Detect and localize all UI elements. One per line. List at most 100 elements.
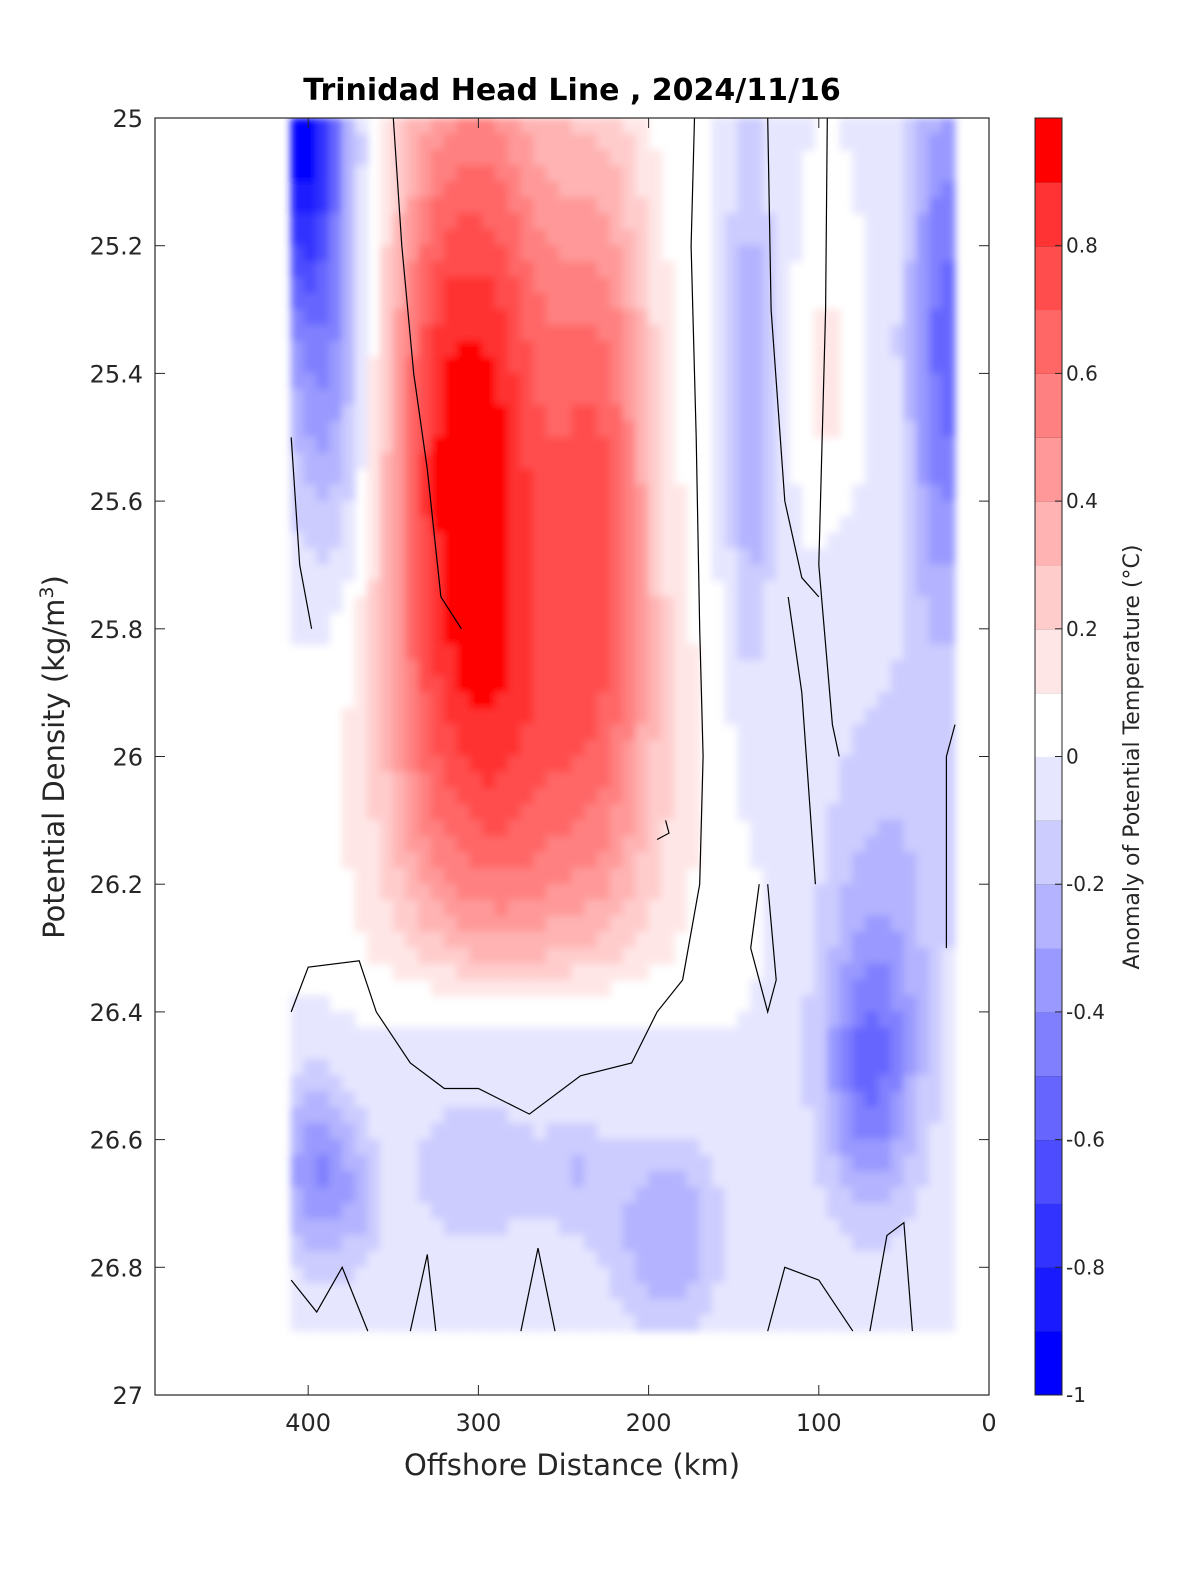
field-cell: [852, 1234, 867, 1252]
field-cell: [622, 1107, 637, 1125]
field-cell: [405, 771, 420, 789]
field-cell: [584, 133, 599, 151]
field-cell: [367, 596, 382, 614]
field-cell: [558, 867, 573, 885]
field-cell: [303, 1298, 318, 1316]
field-cell: [635, 213, 650, 231]
field-cell: [801, 1043, 816, 1061]
field-cell: [660, 644, 675, 662]
field-cell: [341, 1298, 356, 1316]
field-cell: [916, 580, 930, 598]
field-cell: [380, 436, 394, 454]
field-cell: [494, 165, 509, 183]
field-cell: [354, 181, 369, 199]
field-cell: [597, 1027, 611, 1045]
field-cell: [941, 277, 956, 295]
colorbar-tick-label: -0.8: [1066, 1255, 1105, 1279]
field-cell: [597, 692, 611, 710]
field-cell: [328, 548, 343, 566]
field-cell: [686, 1091, 701, 1109]
field-cell: [507, 883, 522, 901]
field-cell: [660, 580, 675, 598]
field-cell: [507, 277, 522, 295]
field-cell: [290, 1011, 305, 1029]
field-cell: [852, 787, 867, 805]
field-cell: [852, 149, 867, 167]
field-cell: [635, 149, 650, 167]
field-cell: [290, 277, 305, 295]
field-cell: [762, 708, 777, 726]
field-cell: [635, 532, 650, 550]
y-axis-label-superscript: 3: [36, 586, 58, 598]
field-cell: [507, 532, 522, 550]
field-cell: [380, 420, 394, 438]
field-cell: [341, 1107, 356, 1125]
field-cell: [380, 1298, 394, 1316]
field-cell: [865, 1075, 879, 1093]
field-cell: [597, 1186, 611, 1204]
field-cell: [762, 548, 777, 566]
field-cell: [367, 899, 382, 917]
field-cell: [520, 532, 535, 550]
field-cell: [826, 1091, 841, 1109]
field-cell: [865, 963, 879, 981]
field-cell: [418, 277, 433, 295]
field-cell: [750, 1139, 764, 1157]
field-cell: [303, 149, 318, 167]
field-cell: [545, 452, 560, 470]
field-cell: [392, 676, 407, 694]
field-cell: [941, 468, 956, 486]
field-cell: [367, 1075, 382, 1093]
field-cell: [801, 1107, 816, 1125]
field-cell: [635, 118, 650, 135]
field-cell: [635, 835, 650, 853]
field-cell: [865, 452, 879, 470]
field-cell: [482, 1314, 496, 1332]
field-cell: [801, 692, 816, 710]
field-cell: [520, 835, 535, 853]
field-cell: [648, 261, 662, 279]
field-cell: [507, 356, 522, 374]
field-cell: [865, 580, 879, 598]
field-cell: [801, 1282, 816, 1300]
field-cell: [558, 883, 573, 901]
field-cell: [494, 1139, 509, 1157]
field-cell: [418, 1107, 433, 1125]
field-cell: [380, 468, 394, 486]
field-cell: [443, 388, 458, 406]
field-cell: [686, 1218, 701, 1236]
field-cell: [648, 532, 662, 550]
field-cell: [303, 548, 318, 566]
field-cell: [609, 372, 624, 390]
field-cell: [354, 1266, 369, 1284]
field-cell: [609, 1282, 624, 1300]
field-cell: [520, 708, 535, 726]
field-cell: [814, 1027, 828, 1045]
field-cell: [469, 803, 484, 821]
field-cell: [635, 293, 650, 311]
field-cell: [916, 500, 930, 518]
field-cell: [558, 580, 573, 598]
field-cell: [711, 1107, 726, 1125]
field-cell: [877, 1027, 892, 1045]
field-cell: [443, 325, 458, 342]
field-cell: [392, 1139, 407, 1157]
field-cell: [584, 979, 599, 997]
field-cell: [469, 229, 484, 247]
field-cell: [418, 612, 433, 630]
field-cell: [775, 118, 790, 135]
field-cell: [354, 261, 369, 279]
field-cell: [316, 133, 330, 151]
field-cell: [775, 1075, 790, 1093]
field-cell: [916, 676, 930, 694]
y-tick-label: 25.6: [90, 488, 143, 516]
field-cell: [354, 1155, 369, 1173]
field-cell: [303, 420, 318, 438]
field-cell: [507, 899, 522, 917]
field-cell: [367, 1155, 382, 1173]
field-cell: [456, 548, 471, 566]
field-cell: [431, 1107, 445, 1125]
field-cell: [571, 787, 586, 805]
field-cell: [814, 1091, 828, 1109]
field-cell: [469, 484, 484, 502]
